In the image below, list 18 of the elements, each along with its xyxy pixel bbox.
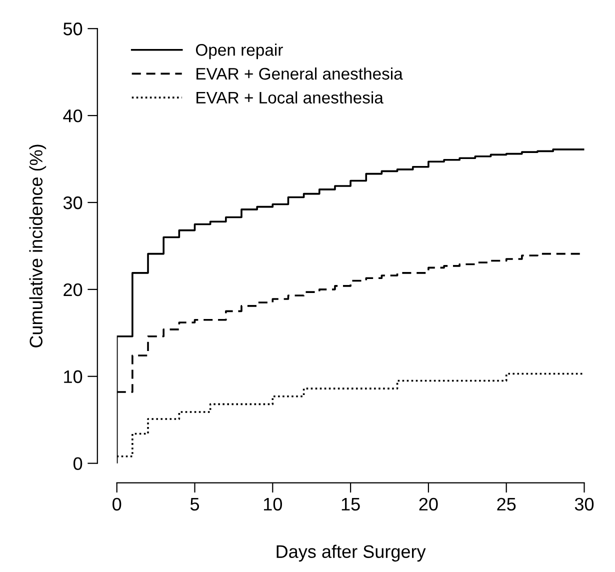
- legend-label: EVAR + Local anesthesia: [196, 91, 384, 104]
- x-tick-label: 20: [419, 498, 438, 511]
- y-tick-label: 40: [63, 109, 82, 122]
- y-tick-label: 0: [73, 457, 82, 470]
- y-tick-label: 50: [63, 22, 82, 36]
- x-tick-label: 30: [574, 498, 594, 511]
- y-tick-label: 20: [64, 283, 82, 296]
- x-tick-label: 0: [112, 498, 122, 511]
- x-tick-label: 10: [264, 498, 282, 511]
- y-axis-title: Cumulative incidence (%): [29, 144, 46, 348]
- y-tick-label: 30: [63, 196, 82, 210]
- legend-label: Open repair: [196, 44, 283, 60]
- x-tick-label: 5: [190, 498, 200, 511]
- x-tick-label: 25: [497, 498, 516, 511]
- y-tick-label: 10: [64, 370, 82, 384]
- x-axis-title: Days after Surgery: [276, 544, 426, 562]
- x-tick-label: 15: [342, 498, 360, 511]
- legend-label: EVAR + General anesthesia: [196, 67, 403, 80]
